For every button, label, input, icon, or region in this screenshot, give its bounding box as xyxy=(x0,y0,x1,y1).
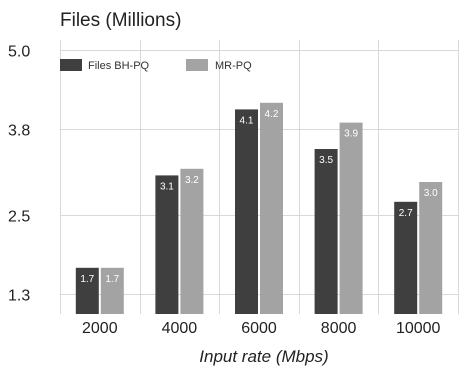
data-label: 3.2 xyxy=(185,175,199,186)
bars xyxy=(75,102,443,315)
bar-mr-pq-4000 xyxy=(180,168,204,314)
data-label: 1.7 xyxy=(105,274,119,285)
x-tick-label: 8000 xyxy=(321,320,357,337)
bar-files-bh-pq-4000 xyxy=(155,175,179,314)
chart-title: Files (Millions) xyxy=(60,10,181,31)
legend-swatch-files-bh-pq xyxy=(60,59,82,71)
bar-mr-pq-10000 xyxy=(419,182,443,314)
data-label: 3.5 xyxy=(319,155,333,166)
data-label: 4.1 xyxy=(240,115,254,126)
x-tick-label: 10000 xyxy=(396,320,441,337)
bar-files-bh-pq-2000 xyxy=(75,267,99,314)
bar-files-bh-pq-8000 xyxy=(314,149,338,314)
bar-files-bh-pq-6000 xyxy=(235,109,258,315)
y-tick-label: 3.8 xyxy=(8,123,30,140)
x-axis-label: Input rate (Mbps) xyxy=(199,347,328,366)
legend-label-mr-pq: MR-PQ xyxy=(215,60,252,72)
y-tick-label: 1.3 xyxy=(8,288,30,305)
y-axis-ticks: 1.3 2.5 3.8 5.0 xyxy=(8,44,30,305)
data-label: 3.9 xyxy=(344,129,358,140)
bar-mr-pq-6000 xyxy=(260,102,283,314)
x-axis-ticks: 2000 4000 6000 8000 10000 xyxy=(82,320,441,337)
x-tick-label: 4000 xyxy=(162,320,198,337)
y-tick-label: 5.0 xyxy=(8,44,30,61)
data-label: 3.0 xyxy=(424,188,438,199)
legend-swatch-mr-pq xyxy=(186,59,208,71)
legend: Files BH-PQ MR-PQ xyxy=(60,59,252,72)
x-tick-label: 6000 xyxy=(241,320,277,337)
y-tick-label: 2.5 xyxy=(8,209,30,226)
data-label: 3.1 xyxy=(160,181,174,192)
bar-mr-pq-2000 xyxy=(100,267,124,314)
data-label: 2.7 xyxy=(399,208,413,219)
bar-files-bh-pq-10000 xyxy=(394,201,418,314)
data-label: 1.7 xyxy=(80,274,94,285)
data-labels: 1.7 1.7 3.1 3.2 4.1 4.2 3.5 3.9 2.7 3.0 xyxy=(80,109,438,285)
gridlines xyxy=(60,40,459,314)
data-label: 4.2 xyxy=(265,109,279,120)
bar-mr-pq-8000 xyxy=(339,122,363,314)
legend-label-files-bh-pq: Files BH-PQ xyxy=(88,60,150,72)
x-tick-label: 2000 xyxy=(82,320,118,337)
